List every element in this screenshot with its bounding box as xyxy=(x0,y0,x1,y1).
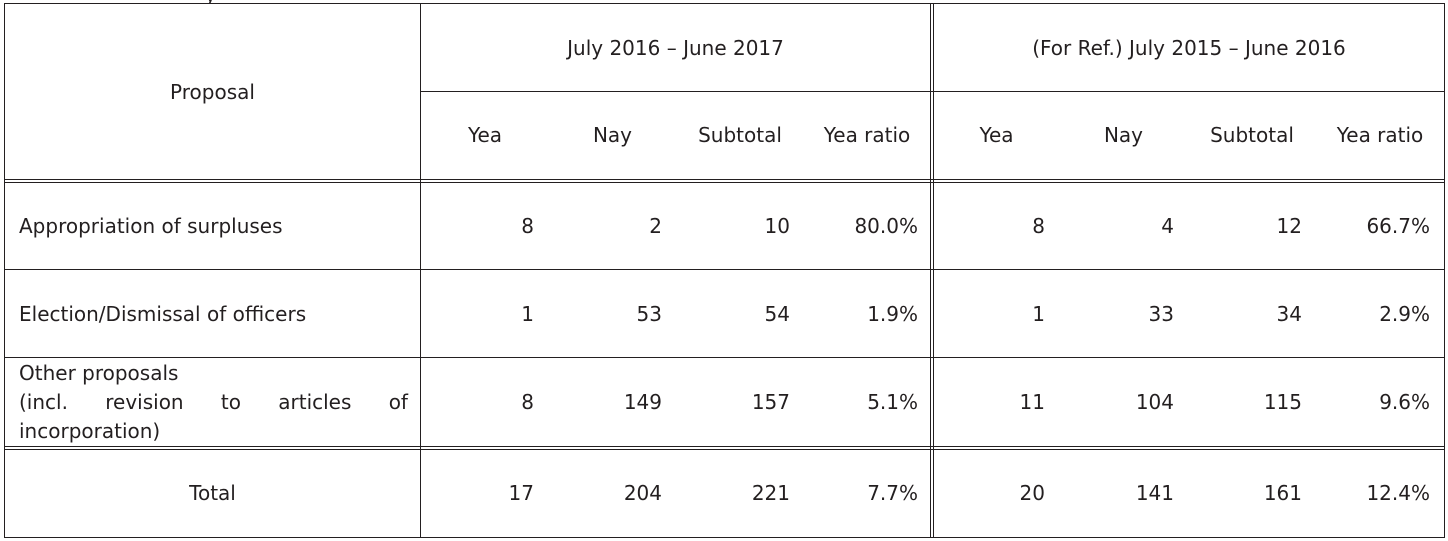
yea-reference: 8 xyxy=(1032,214,1045,238)
yea-ratio-reference: 66.7% xyxy=(1366,214,1430,238)
reference-period-header: (For Ref.) July 2015 – June 2016 xyxy=(1032,36,1346,60)
yea-reference: 1 xyxy=(1032,302,1045,326)
nay-reference: 4 xyxy=(1161,214,1174,238)
nay-current: 53 xyxy=(636,302,662,326)
table-border-bottom xyxy=(4,537,1445,538)
yea-ratio-reference-total: 12.4% xyxy=(1366,481,1430,505)
subtotal-reference: 34 xyxy=(1276,302,1302,326)
cropped-text-above: y xyxy=(0,0,1448,4)
row-separator-2 xyxy=(4,357,1445,358)
sub-header-subtotal-reference: Subtotal xyxy=(1210,123,1294,147)
nay-current-total: 204 xyxy=(623,481,662,505)
total-top-line-b xyxy=(4,449,1445,450)
table-border-left xyxy=(4,3,5,538)
proposal-label-line-2: (incl. revision to articles of xyxy=(19,388,408,417)
row-separator-1 xyxy=(4,269,1445,270)
subtotal-reference: 115 xyxy=(1263,390,1302,414)
cropped-glyph: y xyxy=(205,0,216,4)
nay-current: 149 xyxy=(623,390,662,414)
subtotal-current: 10 xyxy=(764,214,790,238)
proposal-label-line-3: incorporation) xyxy=(19,419,161,443)
nay-reference-total: 141 xyxy=(1135,481,1174,505)
proposal-label: Appropriation of surpluses xyxy=(19,214,283,238)
total-label: Total xyxy=(189,481,236,505)
sub-header-subtotal-current: Subtotal xyxy=(698,123,782,147)
proposal-column-header: Proposal xyxy=(170,80,255,104)
table-border-top xyxy=(4,3,1445,4)
current-period-header: July 2016 – June 2017 xyxy=(567,36,784,60)
total-top-line-a xyxy=(4,446,1445,447)
yea-ratio-reference: 2.9% xyxy=(1379,302,1430,326)
proposal-label-line-1: Other proposals xyxy=(19,361,179,385)
nay-current: 2 xyxy=(649,214,662,238)
yea-reference: 11 xyxy=(1019,390,1045,414)
proposal-label: Election/Dismissal of officers xyxy=(19,302,307,326)
sub-header-yea-current: Yea xyxy=(467,123,503,147)
period-divider-a xyxy=(930,3,931,538)
word: (incl. xyxy=(19,390,68,414)
sub-header-yea-ratio-current: Yea ratio xyxy=(823,123,911,147)
nay-reference: 33 xyxy=(1148,302,1174,326)
sub-header-nay-current: Nay xyxy=(592,123,633,147)
sub-header-nay-reference: Nay xyxy=(1103,123,1144,147)
nay-reference: 104 xyxy=(1135,390,1174,414)
sub-header-yea-ratio-reference: Yea ratio xyxy=(1336,123,1424,147)
yea-ratio-current: 80.0% xyxy=(854,214,918,238)
subtotal-reference-total: 161 xyxy=(1263,481,1302,505)
word: articles xyxy=(278,390,352,414)
subtotal-current: 157 xyxy=(751,390,790,414)
period-divider-b xyxy=(933,3,934,538)
yea-current: 1 xyxy=(521,302,534,326)
header-bottom-line-b xyxy=(4,182,1445,183)
word: to xyxy=(220,390,241,414)
yea-ratio-current: 5.1% xyxy=(867,390,918,414)
proposal-column-divider xyxy=(420,3,421,538)
yea-current-total: 17 xyxy=(508,481,534,505)
subtotal-current-total: 221 xyxy=(751,481,790,505)
header-bottom-line-a xyxy=(4,179,1445,180)
subtotal-reference: 12 xyxy=(1276,214,1302,238)
yea-ratio-current: 1.9% xyxy=(867,302,918,326)
yea-ratio-current-total: 7.7% xyxy=(867,481,918,505)
sub-header-yea-reference: Yea xyxy=(979,123,1014,147)
header-divider xyxy=(420,91,1445,92)
yea-reference-total: 20 xyxy=(1019,481,1045,505)
yea-ratio-reference: 9.6% xyxy=(1379,390,1430,414)
yea-current: 8 xyxy=(521,390,534,414)
subtotal-current: 54 xyxy=(764,302,790,326)
word: revision xyxy=(105,390,184,414)
word: of xyxy=(388,390,408,414)
yea-current: 8 xyxy=(521,214,534,238)
table-border-right xyxy=(1444,3,1445,538)
